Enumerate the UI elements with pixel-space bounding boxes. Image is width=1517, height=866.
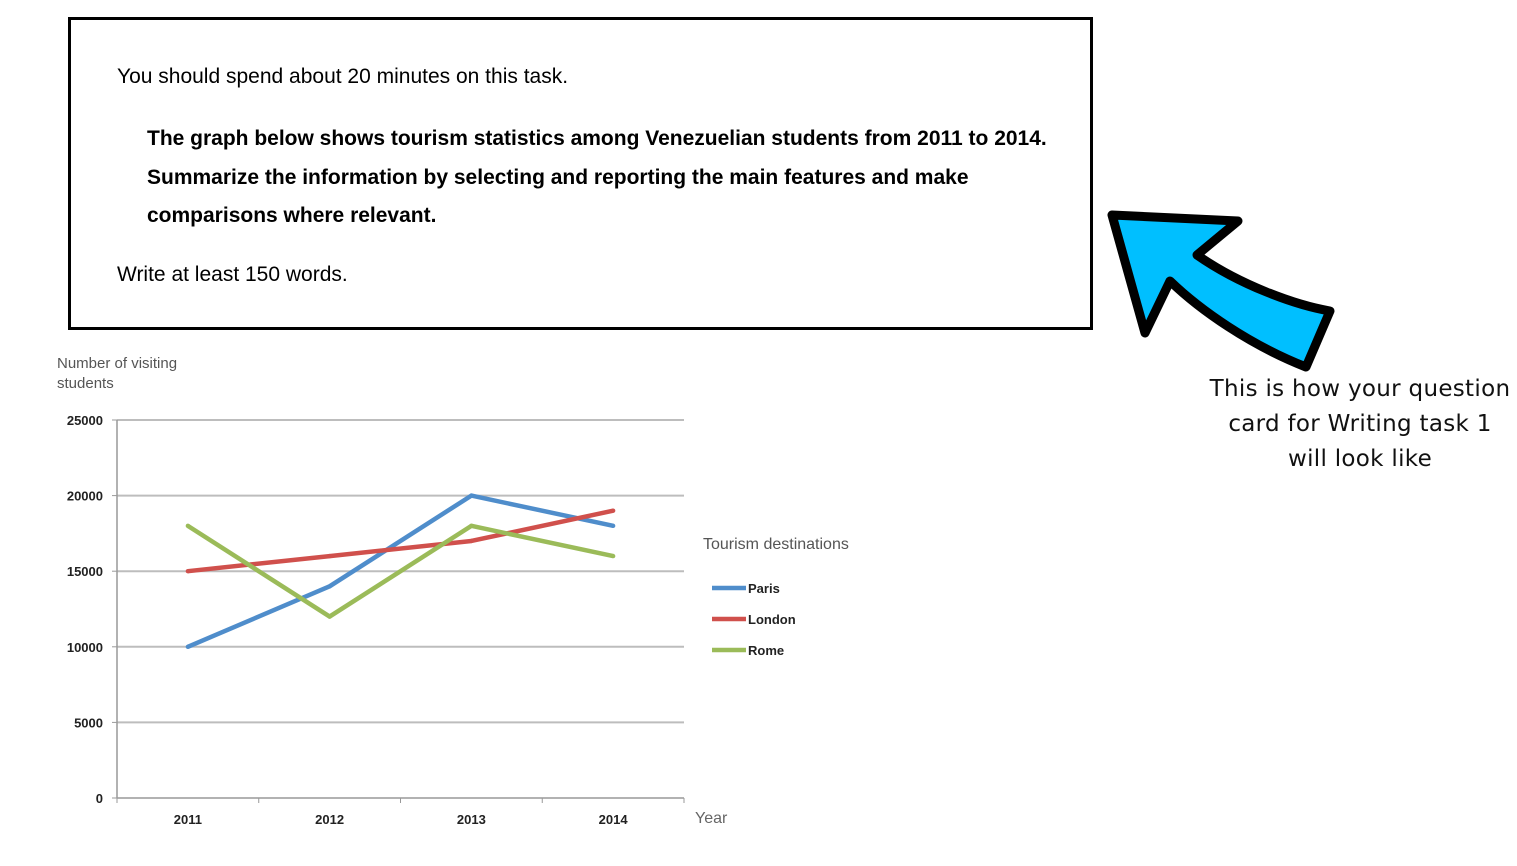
data-point-london-2013 [469,538,474,544]
curved-arrow-icon [1107,210,1335,372]
legend-label-rome: Rome [748,643,784,658]
data-point-paris-2011 [185,644,191,649]
task-word-limit-text: Write at least 150 words. [117,263,348,286]
series-line-rome [186,523,614,619]
y-axis-label: Number of visiting students [57,355,181,392]
data-point-rome-2011 [185,523,191,529]
legend-label-london: London [748,612,796,627]
series-lines [185,493,616,649]
y-tick-label-25000: 25000 [67,413,103,428]
y-tick-label-0: 0 [96,791,103,806]
x-tick-label-2013: 2013 [457,812,486,827]
legend-label-paris: Paris [748,581,780,596]
y-tick-labels: 0 5000 10000 15000 20000 25000 [67,413,103,806]
annotation-caption: This is how your question card for Writi… [1209,376,1511,472]
question-card: You should spend about 20 minutes on thi… [68,17,1093,330]
data-point-rome-2012 [327,614,332,619]
x-axis-label: Year [695,810,728,827]
y-axis-label-line-1: Number of visiting [57,355,177,372]
data-point-london-2011 [185,569,191,574]
y-tick-label-15000: 15000 [67,564,103,579]
data-point-paris-2012 [327,584,332,589]
data-point-rome-2014 [610,553,616,559]
y-tick-label-5000: 5000 [74,715,103,730]
x-tick-labels: 2011 2012 2013 2014 [174,812,629,827]
x-tick-label-2011: 2011 [174,812,202,827]
y-axis-label-line-2: students [57,375,114,392]
task-intro-text: You should spend about 20 minutes on thi… [117,65,569,88]
x-tick-label-2014: 2014 [599,812,629,827]
axes [112,419,685,803]
data-point-paris-2014 [610,523,616,529]
legend-title: Tourism destinations [703,536,849,553]
data-point-paris-2013 [469,493,474,498]
data-point-london-2014 [610,508,616,513]
x-tick-label-2012: 2012 [315,812,344,827]
data-point-london-2012 [327,553,332,559]
line-chart: Number of visiting students 0 5000 10000 15… [57,355,849,827]
legend: Tourism destinations Paris London Rome [703,536,849,658]
data-point-rome-2013 [469,523,474,529]
task-prompt-text: The graph below shows tourism statistics… [147,127,1047,227]
y-tick-label-10000: 10000 [67,640,103,655]
series-line-paris [186,493,614,649]
arrow-shape [1107,210,1335,372]
y-tick-label-20000: 20000 [67,489,103,504]
series-line-london [187,508,614,574]
